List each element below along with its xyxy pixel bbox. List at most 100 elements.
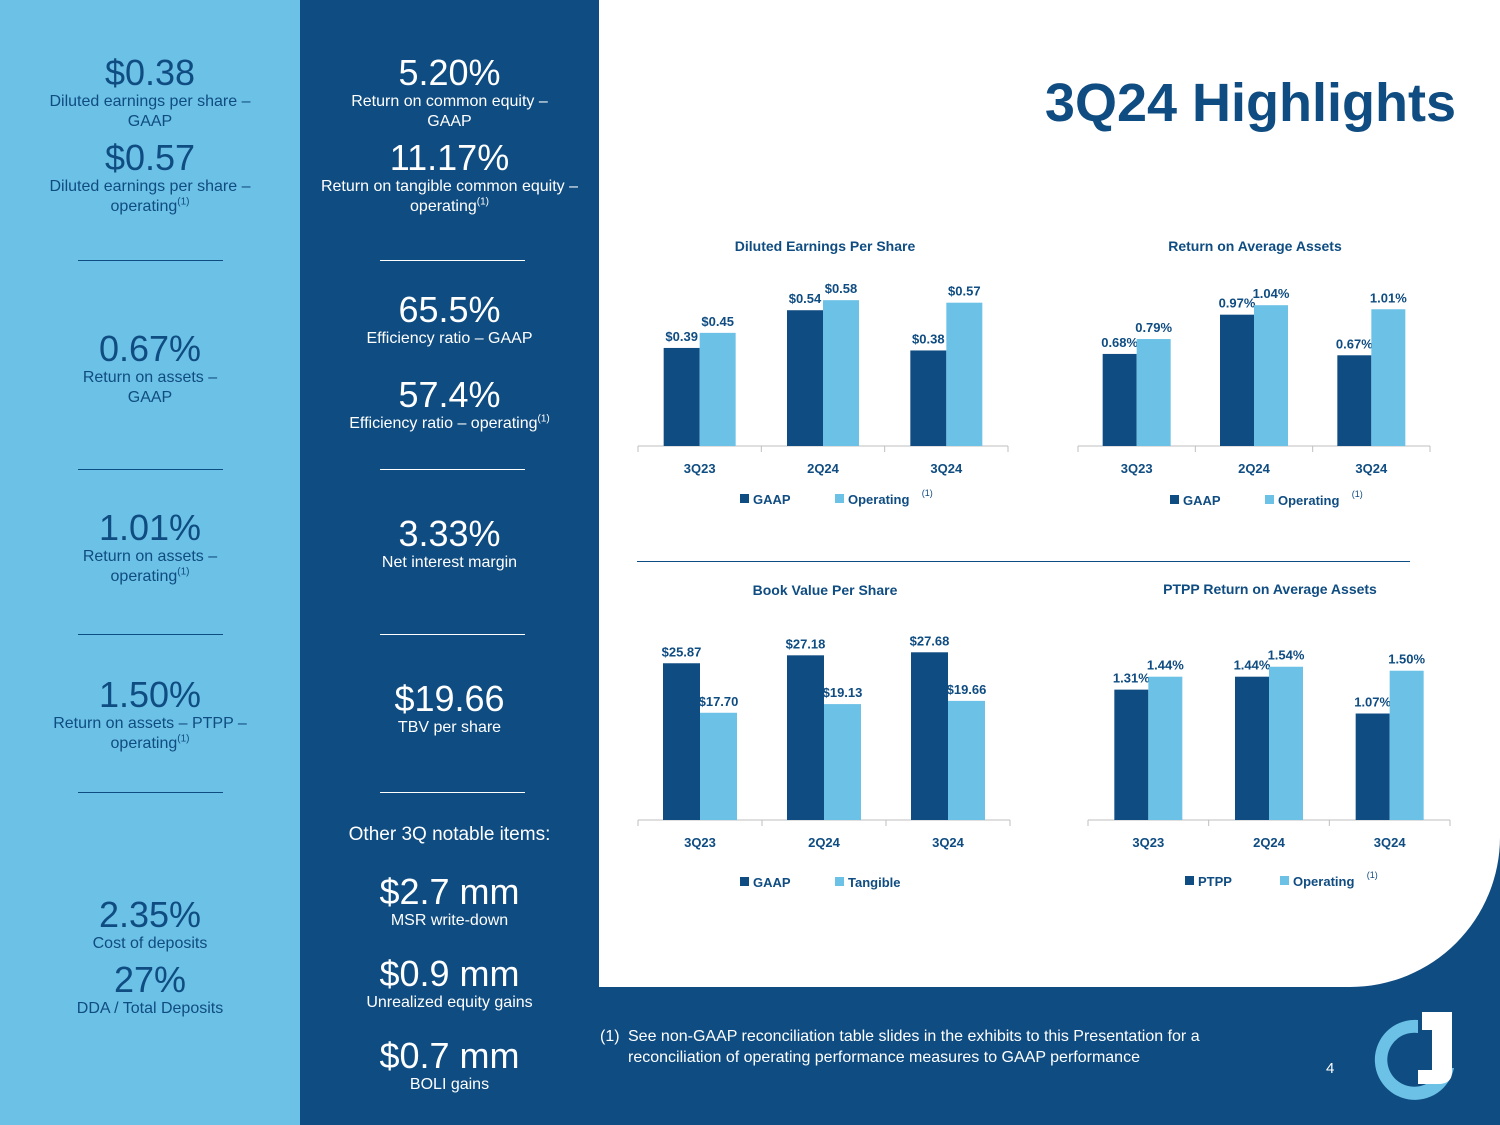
category-label: 3Q24: [1355, 461, 1388, 476]
data-label: $0.57: [948, 284, 981, 299]
metric-label: Diluted earnings per share – operating: [49, 178, 251, 215]
footnote-marker: (1): [177, 566, 190, 578]
divider: [380, 469, 525, 470]
footnote-marker: (1): [476, 196, 489, 208]
bar-ptpp: [1114, 689, 1149, 820]
bar-operating: [1254, 305, 1288, 446]
charts-panel: [599, 0, 1500, 987]
metric-value: 0.67%: [98, 328, 202, 369]
category-label: 3Q24: [1374, 835, 1407, 850]
metric-label: Diluted earnings per share – GAAP: [49, 93, 251, 130]
bar-tangible: [948, 700, 985, 820]
data-label: 1.54%: [1268, 648, 1305, 663]
category-label: 2Q24: [1238, 461, 1271, 476]
metric-value: $2.7 mm: [379, 871, 520, 912]
footnote-marker: (1): [177, 733, 190, 745]
metric-label: MSR write-down: [390, 912, 509, 929]
data-label: $27.18: [786, 636, 826, 651]
legend-swatch: [1265, 495, 1274, 504]
metric-value: $0.9 mm: [379, 953, 520, 994]
metric-value: $0.7 mm: [379, 1035, 520, 1076]
bar-gaap: [1220, 314, 1254, 446]
metric-roa-operating: 1.01% Return on assets – operating(1): [0, 509, 300, 587]
bar-gaap: [663, 347, 700, 446]
category-label: 3Q24: [932, 835, 965, 850]
data-label: 1.50%: [1388, 652, 1425, 667]
metric-value: 1.01%: [98, 507, 202, 548]
category-label: 3Q23: [1132, 835, 1164, 850]
footnote-text: See non-GAAP reconciliation table slides…: [628, 1028, 1200, 1066]
legend-label: GAAP: [753, 492, 791, 507]
category-label: 2Q24: [808, 835, 841, 850]
bar-operating: [1389, 670, 1424, 820]
footnote-marker: (1): [1367, 870, 1378, 880]
legend-label: Operating: [1293, 874, 1354, 889]
metric-efficiency-operating: 57.4% Efficiency ratio – operating(1): [300, 376, 599, 434]
data-label: $17.70: [699, 694, 739, 709]
metric-label: BOLI gains: [409, 1076, 490, 1093]
chart-return-on-average-assets: Return on Average Assets 3Q23 0.68%0.79% 2Q…: [1077, 238, 1431, 508]
legend-label: Tangible: [848, 875, 900, 890]
page-title: 3Q24 Highlights: [1044, 73, 1456, 133]
category-label: 2Q24: [1253, 835, 1286, 850]
metric-eps-operating: $0.57 Diluted earnings per share – opera…: [0, 139, 300, 217]
metric-label: TBV per share: [397, 719, 502, 736]
metric-label: Return on assets – GAAP: [82, 369, 218, 406]
divider: [380, 260, 525, 261]
bar-operating: [1371, 309, 1406, 446]
metric-rotce-operating: 11.17% Return on tangible common equity …: [300, 139, 599, 217]
metric-efficiency-gaap: 65.5% Efficiency ratio – GAAP: [300, 291, 599, 349]
chart-title: PTPP Return on Average Assets: [1163, 581, 1377, 597]
metric-label: Return on assets – PTPP – operating: [53, 715, 247, 752]
legend-swatch: [1170, 495, 1179, 504]
bar-operating: [1269, 666, 1303, 820]
divider: [78, 792, 223, 793]
bar-operating: [823, 300, 859, 446]
left-metrics-column: $0.38 Diluted earnings per share – GAAP …: [0, 0, 300, 1125]
data-label: 1.07%: [1354, 695, 1391, 710]
data-label: 0.68%: [1101, 335, 1138, 350]
data-label: 1.04%: [1253, 286, 1290, 301]
other-item-equity-gains: $0.9 mm Unrealized equity gains: [300, 955, 599, 1013]
divider: [380, 792, 525, 793]
bar-gaap: [787, 655, 824, 820]
other-item-msr: $2.7 mm MSR write-down: [300, 873, 599, 931]
category-label: 2Q24: [807, 461, 840, 476]
legend-swatch: [835, 877, 844, 886]
category-label: 3Q23: [1121, 461, 1153, 476]
data-label: $0.54: [789, 291, 822, 306]
bar-gaap: [910, 350, 947, 446]
bar-operating: [946, 302, 983, 446]
legend-swatch: [740, 494, 749, 503]
footnote-marker: (1): [177, 196, 190, 208]
footnote-number: (1): [600, 1028, 620, 1045]
metric-value: $19.66: [394, 678, 505, 719]
bar-gaap: [787, 310, 823, 446]
legend-label: GAAP: [1183, 493, 1221, 508]
chart-title: Return on Average Assets: [1168, 238, 1342, 254]
metric-value: 3.33%: [398, 513, 501, 554]
metric-cost-of-deposits: 2.35% Cost of deposits: [0, 896, 300, 954]
bar-gaap: [1102, 353, 1137, 446]
chart-separator: [637, 561, 1410, 562]
metric-roe-gaap: 5.20% Return on common equity – GAAP: [300, 54, 599, 132]
legend-label: Operating: [848, 492, 909, 507]
metric-label: Return on assets – operating: [82, 548, 218, 585]
bar-operating: [1148, 676, 1183, 820]
legend-swatch: [1185, 876, 1194, 885]
legend-label: GAAP: [753, 875, 791, 890]
metric-label: Unrealized equity gains: [366, 994, 533, 1011]
metric-roa-gaap: 0.67% Return on assets – GAAP: [0, 330, 300, 408]
metric-value: 57.4%: [398, 374, 501, 415]
legend-label: PTPP: [1198, 874, 1232, 889]
metric-dda-ratio: 27% DDA / Total Deposits: [0, 961, 300, 1019]
metric-roa-ptpp: 1.50% Return on assets – PTPP – operatin…: [0, 676, 300, 754]
data-label: 1.44%: [1234, 658, 1271, 673]
bar-gaap: [663, 663, 700, 820]
metric-value: 65.5%: [398, 289, 501, 330]
metric-value: 11.17%: [389, 137, 510, 178]
footnote-marker: (1): [922, 488, 933, 498]
bar-gaap: [911, 652, 948, 820]
middle-metrics-column: 5.20% Return on common equity – GAAP 11.…: [300, 0, 599, 1125]
data-label: $0.39: [665, 329, 698, 344]
